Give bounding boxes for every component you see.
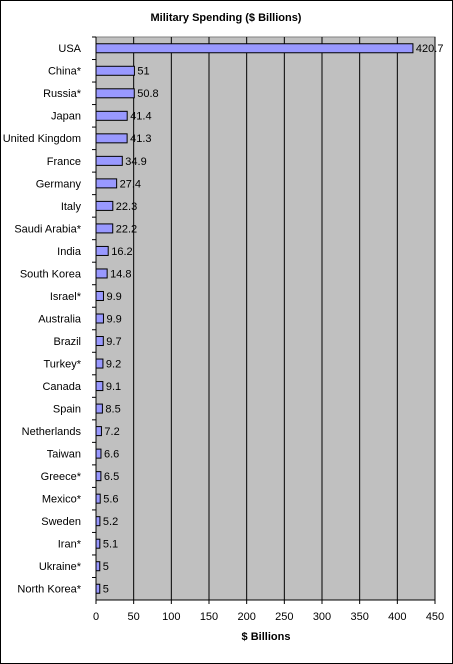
- data-label: 22.3: [116, 201, 137, 213]
- chart-title: Military Spending ($ Billions): [151, 12, 302, 24]
- data-label: 50.8: [137, 88, 158, 100]
- data-label: 8.5: [105, 403, 120, 415]
- data-label: 6.6: [104, 449, 119, 461]
- y-tick-label: Israel*: [50, 291, 82, 303]
- x-tick-label: 350: [350, 611, 368, 623]
- x-tick-label: 300: [313, 611, 331, 623]
- bar: [95, 448, 102, 459]
- bar: [95, 336, 104, 347]
- data-label: 16.2: [111, 246, 132, 258]
- x-axis-title: $ Billions: [242, 631, 291, 643]
- data-label: 420.7: [416, 43, 444, 55]
- y-tick-label: France: [47, 156, 81, 168]
- data-label: 9.9: [106, 313, 121, 325]
- y-tick-label: Taiwan: [47, 449, 81, 461]
- y-tick-label: Spain: [53, 403, 81, 415]
- data-label: 14.8: [110, 268, 131, 280]
- bar: [95, 88, 135, 99]
- x-tick-label: 0: [93, 611, 99, 623]
- bar: [95, 133, 128, 144]
- x-tick-label: 450: [426, 611, 444, 623]
- data-label: 41.3: [130, 133, 151, 145]
- y-tick-label: North Korea*: [17, 584, 81, 596]
- y-tick-label: Canada: [42, 381, 81, 393]
- y-tick-label: South Korea: [20, 268, 82, 280]
- data-label: 5: [103, 584, 109, 596]
- y-tick-label: Ukraine*: [39, 561, 82, 573]
- data-label: 27.4: [120, 178, 141, 190]
- y-tick-label: Mexico*: [42, 494, 82, 506]
- bar: [95, 43, 414, 54]
- data-label: 9.2: [106, 358, 121, 370]
- x-tick-label: 50: [128, 611, 140, 623]
- y-tick-label: China*: [48, 66, 82, 78]
- bar: [95, 381, 104, 392]
- y-tick-label: Brazil: [53, 336, 81, 348]
- bar: [95, 65, 135, 76]
- y-tick-label: United Kingdom: [3, 133, 81, 145]
- y-tick-label: Sweden: [41, 516, 81, 528]
- y-tick-label: Netherlands: [22, 426, 82, 438]
- x-tick-label: 100: [162, 611, 180, 623]
- x-tick-label: 200: [237, 611, 255, 623]
- y-tick-label: Turkey*: [44, 358, 82, 370]
- y-tick-label: Italy: [61, 201, 82, 213]
- bar: [95, 178, 118, 189]
- bar: [95, 426, 102, 437]
- data-label: 41.4: [130, 111, 151, 123]
- data-label: 7.2: [104, 426, 119, 438]
- bar: [95, 313, 104, 324]
- data-label: 22.2: [116, 223, 137, 235]
- bar: [95, 290, 104, 301]
- bar: [95, 155, 123, 166]
- bar: [95, 493, 101, 504]
- data-label: 5.2: [103, 516, 118, 528]
- bar: [95, 561, 101, 572]
- data-label: 5.6: [103, 494, 118, 506]
- y-tick-label: Iran*: [58, 539, 82, 551]
- plot-area: [95, 36, 436, 601]
- bar: [95, 471, 102, 482]
- y-tick-label: India: [57, 246, 82, 258]
- bar: [95, 358, 104, 369]
- x-tick-label: 400: [388, 611, 406, 623]
- data-label: 9.1: [106, 381, 121, 393]
- bar: [95, 200, 114, 211]
- data-label: 9.9: [106, 291, 121, 303]
- data-label: 5: [103, 561, 109, 573]
- bar: [95, 223, 114, 234]
- data-label: 51: [137, 66, 149, 78]
- y-tick-label: Greece*: [41, 471, 82, 483]
- bar: [95, 245, 109, 256]
- bar: [95, 110, 128, 121]
- data-label: 6.5: [104, 471, 119, 483]
- data-label: 5.1: [103, 539, 118, 551]
- y-tick-label: Saudi Arabia*: [14, 223, 81, 235]
- x-tick-label: 250: [275, 611, 293, 623]
- data-label: 9.7: [106, 336, 121, 348]
- x-tick-label: 150: [200, 611, 218, 623]
- bar: [95, 516, 101, 527]
- bar: [95, 538, 101, 549]
- y-tick-label: Australia: [38, 313, 82, 325]
- bar: [95, 403, 103, 414]
- y-tick-label: Germany: [36, 178, 82, 190]
- bar: [95, 583, 101, 594]
- y-tick-label: Russia*: [43, 88, 82, 100]
- bar: [95, 268, 108, 279]
- y-tick-label: Japan: [51, 111, 81, 123]
- data-label: 34.9: [125, 156, 146, 168]
- y-tick-label: USA: [58, 43, 81, 55]
